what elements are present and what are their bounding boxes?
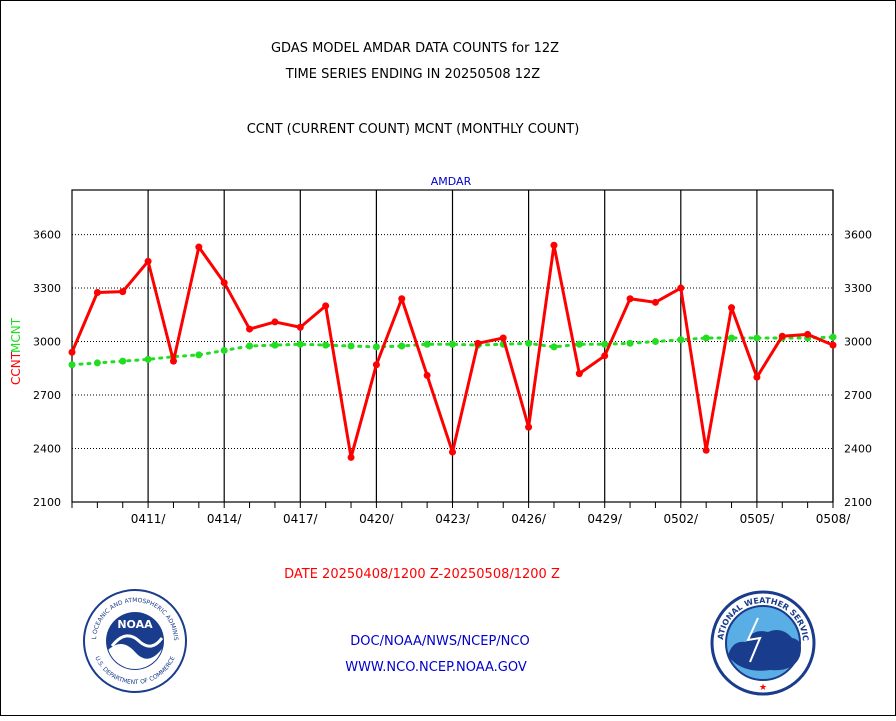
mcnt-point <box>728 334 736 342</box>
mcnt-point <box>296 340 304 348</box>
mcnt-point <box>322 341 330 349</box>
header-line3: CCNT (CURRENT COUNT) MCNT (MONTHLY COUNT… <box>247 122 580 137</box>
mcnt-point <box>144 355 152 363</box>
y-tick-label-right: 2700 <box>844 389 872 402</box>
ccnt-point <box>626 295 634 303</box>
ccnt-point <box>449 448 456 456</box>
org-path-link[interactable]: DOC/NOAA/NWS/NCEP/NCO <box>350 634 529 649</box>
mcnt-point <box>651 338 659 346</box>
y-tick-label-right: 3600 <box>844 229 872 242</box>
header-line1: GDAS MODEL AMDAR DATA COUNTS for 12Z <box>271 41 559 56</box>
ccnt-point <box>322 302 330 310</box>
website-link[interactable]: WWW.NCO.NCEP.NOAA.GOV <box>345 660 527 675</box>
mcnt-point <box>753 334 761 342</box>
header-line2: TIME SERIES ENDING IN 20250508 12Z <box>285 67 541 82</box>
y-tick-label-left: 3600 <box>33 229 61 242</box>
noaa-logo-text: NOAA <box>117 618 153 631</box>
ccnt-point <box>119 288 127 296</box>
ccnt-point <box>195 243 203 251</box>
plot-area: 2100 2100 2400 2400 2700 2700 3000 3000 3300 3300… <box>33 189 872 526</box>
x-tick-label: 0426/ <box>511 512 547 526</box>
ccnt-point <box>220 279 228 287</box>
x-tick-label: 0414/ <box>207 512 243 526</box>
ccnt-point <box>702 446 710 454</box>
ccnt-point <box>474 339 482 347</box>
y-tick-label-right: 3300 <box>844 282 872 295</box>
ccnt-point <box>499 334 507 342</box>
mcnt-point <box>119 357 127 365</box>
mcnt-point <box>68 361 76 369</box>
mcnt-point <box>525 339 533 347</box>
x-tick-label: 0417/ <box>283 512 319 526</box>
y-tick-label-left: 2400 <box>33 443 61 456</box>
y-tick-label-left: 2700 <box>33 389 61 402</box>
plot-title: AMDAR <box>431 175 472 188</box>
ccnt-point <box>347 453 355 461</box>
y-tick-label-right: 2100 <box>844 496 872 509</box>
ccnt-point <box>778 332 786 340</box>
ccnt-point <box>296 323 304 331</box>
y-tick-label-right: 3000 <box>844 336 872 349</box>
ylabel-ccnt: CCNT <box>9 351 23 385</box>
x-tick-label: 0508/ <box>816 512 852 526</box>
ccnt-point <box>144 257 152 265</box>
ccnt-point <box>651 298 659 306</box>
ccnt-point <box>68 348 76 356</box>
y-tick-label-left: 2100 <box>33 496 61 509</box>
mcnt-point <box>829 333 837 341</box>
x-tick-label: 0411/ <box>131 512 167 526</box>
y-tick-label-left: 3300 <box>33 282 61 295</box>
date-range: DATE 20250408/1200 Z-20250508/1200 Z <box>284 567 560 582</box>
mcnt-point <box>449 340 456 348</box>
x-tick-label: 0420/ <box>359 512 395 526</box>
ccnt-point <box>829 341 837 349</box>
mcnt-point <box>423 340 431 348</box>
mcnt-point <box>677 336 685 344</box>
ccnt-point <box>677 284 685 292</box>
mcnt-point <box>372 343 380 351</box>
mcnt-point <box>93 359 101 367</box>
ccnt-point <box>169 357 177 365</box>
mcnt-point <box>626 339 634 347</box>
ccnt-point <box>93 289 101 297</box>
mcnt-point <box>601 340 609 348</box>
ccnt-point <box>372 361 380 369</box>
ccnt-point <box>246 325 254 333</box>
ccnt-point <box>601 352 609 360</box>
x-tick-label: 0505/ <box>740 512 776 526</box>
mcnt-point <box>220 346 228 354</box>
mcnt-point <box>246 342 254 350</box>
star-icon: ★ <box>759 683 767 693</box>
ccnt-point <box>398 295 406 303</box>
mcnt-point <box>398 342 406 350</box>
x-tick-label: 0423/ <box>435 512 471 526</box>
y-tick-label-right: 2400 <box>844 443 872 456</box>
ylabel-mcnt: MCNT <box>9 317 23 353</box>
ccnt-point <box>550 241 558 249</box>
mcnt-point <box>702 334 710 342</box>
y-tick-label-left: 3000 <box>33 336 61 349</box>
ccnt-point <box>728 304 736 312</box>
ccnt-point <box>575 370 583 378</box>
mcnt-point <box>575 340 583 348</box>
ccnt-point <box>423 371 431 379</box>
mcnt-point <box>271 341 279 349</box>
ccnt-point <box>753 373 761 381</box>
mcnt-point <box>550 343 558 351</box>
x-tick-label: 0429/ <box>587 512 623 526</box>
mcnt-point <box>195 351 203 359</box>
mcnt-point <box>347 342 355 350</box>
x-tick-label: 0502/ <box>664 512 700 526</box>
ccnt-point <box>804 330 812 338</box>
ccnt-point <box>525 423 533 431</box>
ccnt-point <box>271 318 279 326</box>
